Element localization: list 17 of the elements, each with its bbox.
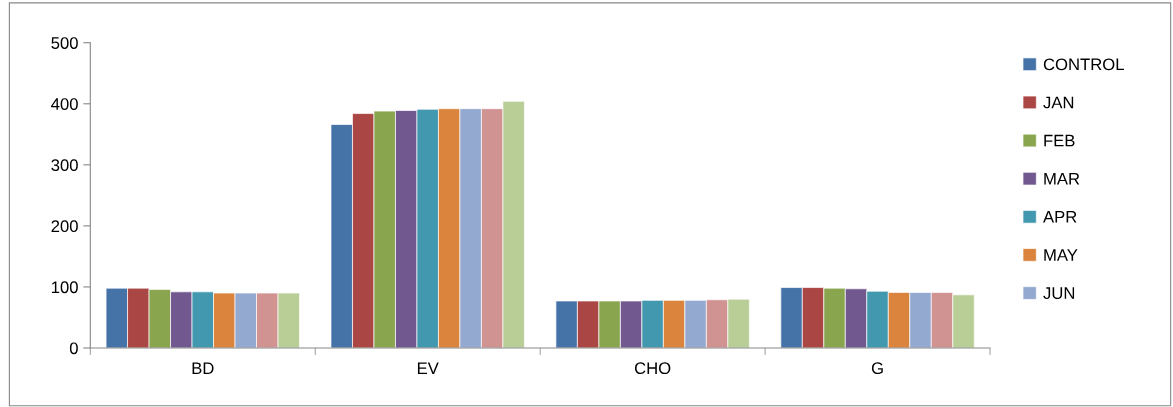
y-tick-label: 500 — [51, 37, 78, 49]
y-tick-label: 200 — [51, 220, 78, 233]
legend-label: APR — [1043, 211, 1077, 223]
y-tick-label: 300 — [51, 159, 78, 172]
x-tick-label: BD — [192, 362, 214, 374]
legend-label: JAN — [1043, 96, 1074, 109]
legend-label: CONTROL — [1043, 58, 1124, 71]
x-tick-label: EV — [417, 362, 439, 374]
legend-label: JUN — [1043, 287, 1075, 299]
x-tick-label: CHO — [634, 362, 671, 375]
y-tick-label: 100 — [51, 281, 78, 294]
legend-label: MAR — [1044, 172, 1080, 185]
legend-label: MAY — [1044, 249, 1078, 261]
x-tick-label: G — [871, 362, 883, 375]
y-tick-label: 400 — [51, 98, 78, 110]
legend-label: FEB — [1044, 134, 1075, 147]
y-tick-label: 0 — [69, 342, 78, 355]
